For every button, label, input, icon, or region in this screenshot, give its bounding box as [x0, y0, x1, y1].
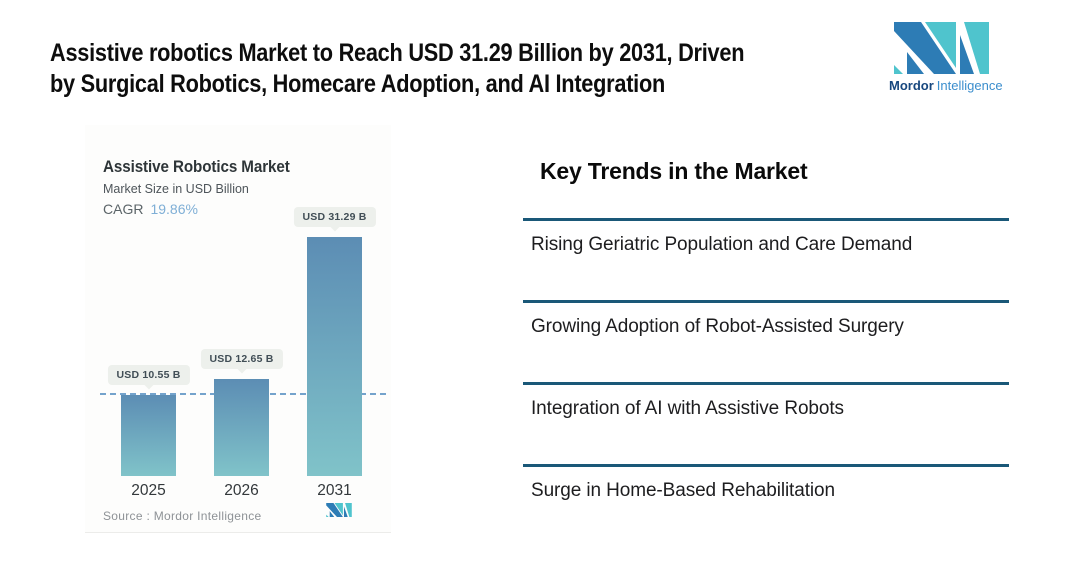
page-title-line-2: by Surgical Robotics, Homecare Adoption,… [50, 70, 666, 98]
cagr-value: 19.86% [150, 201, 198, 217]
bar-value-badge-2031: USD 31.29 B [293, 207, 376, 227]
trend-item-label: Growing Adoption of Robot-Assisted Surge… [531, 316, 904, 337]
brand-name-light: Intelligence [936, 78, 1003, 93]
bar-value-badge-2025: USD 10.55 B [107, 365, 190, 386]
chart-footer-logo-icon [326, 503, 352, 522]
bar-year-label-2026: 2026 [224, 482, 259, 499]
bar-2025 [121, 395, 176, 476]
trend-item-label: Surge in Home-Based Rehabilitation [531, 480, 835, 501]
chart-source: Source : Mordor Intelligence [103, 509, 262, 523]
trends-list: Rising Geriatric Population and Care Dem… [523, 218, 1009, 546]
trend-item-label: Integration of AI with Assistive Robots [531, 398, 844, 419]
page-title: Assistive robotics Market to Reach USD 3… [50, 38, 848, 100]
trend-item-4: Surge in Home-Based Rehabilitation [523, 464, 1009, 546]
bar-value-badge-2026: USD 12.65 B [200, 349, 283, 370]
market-size-chart-card: Assistive Robotics Market Market Size in… [85, 125, 391, 533]
trend-item-3: Integration of AI with Assistive Robots [523, 382, 1009, 464]
chart-title: Assistive Robotics Market [103, 158, 290, 176]
bar-2026 [214, 379, 269, 476]
mordor-intelligence-logo: Mordor Intelligence [889, 22, 1003, 93]
brand-name-bold: Mordor [889, 78, 934, 93]
chart-subtitle: Market Size in USD Billion [103, 182, 249, 196]
trends-heading: Key Trends in the Market [540, 158, 808, 184]
bar-chart-plot: USD 10.55 B 2025 USD 12.65 B 2026 USD 31.29 … [85, 125, 391, 532]
bar-year-label-2025: 2025 [131, 482, 166, 499]
bar-year-label-2031: 2031 [317, 482, 352, 499]
trend-item-1: Rising Geriatric Population and Care Dem… [523, 218, 1009, 300]
brand-text: Mordor Intelligence [889, 78, 1003, 93]
trend-item-label: Rising Geriatric Population and Care Dem… [531, 234, 913, 255]
cagr-label: CAGR [103, 201, 144, 217]
chart-cagr: CAGR 19.86% [103, 201, 198, 217]
trend-item-2: Growing Adoption of Robot-Assisted Surge… [523, 300, 1009, 382]
page-title-line-1: Assistive robotics Market to Reach USD 3… [50, 39, 745, 67]
mordor-logo-icon [893, 22, 989, 74]
bar-2031 [307, 237, 362, 476]
